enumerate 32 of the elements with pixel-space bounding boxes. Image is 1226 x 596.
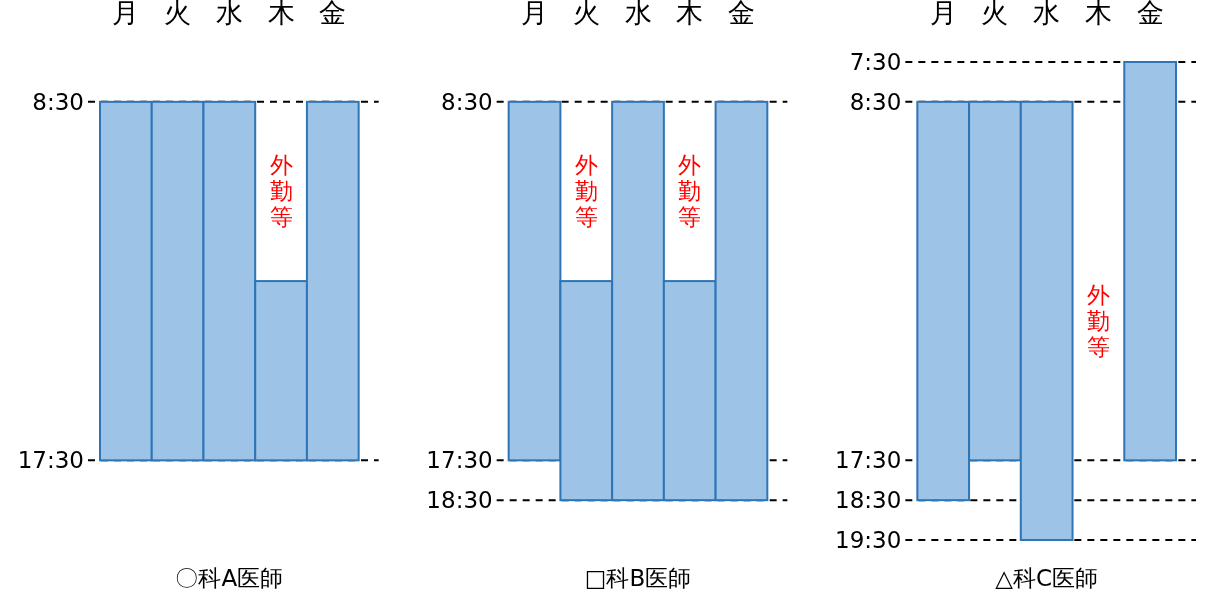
x-axis-title: 〇科A医師 [175, 565, 284, 591]
x-tick-label: 月 [521, 0, 549, 28]
x-tick-label: 火 [981, 0, 1009, 28]
y-tick-label: 8:30 [441, 88, 493, 115]
annotation: 外勤等 [1086, 281, 1110, 360]
x-tick-label: 月 [929, 0, 957, 28]
annotation: 外勤等 [574, 152, 598, 231]
annotation: 外勤等 [269, 152, 293, 231]
y-tick-label: 17:30 [426, 447, 493, 474]
y-tick-label: 8:30 [849, 88, 902, 115]
x-axis-title: □科B医師 [584, 565, 692, 591]
y-tick-label: 18:30 [426, 487, 493, 514]
x-tick-label: 水 [215, 0, 243, 28]
x-tick-label: 木 [267, 0, 295, 28]
x-tick-label: 水 [1033, 0, 1061, 28]
y-tick-label: 8:30 [32, 88, 84, 115]
x-axis-title: △科C医師 [995, 565, 1099, 591]
x-tick-label: 火 [572, 0, 600, 28]
y-tick-label: 17:30 [17, 447, 84, 474]
x-tick-label: 金 [319, 0, 347, 28]
x-tick-label: 水 [624, 0, 652, 28]
y-tick-label: 17:30 [835, 447, 902, 474]
x-tick-label: 金 [1136, 0, 1164, 28]
y-tick-label: 7:30 [849, 49, 902, 75]
annotation: 外勤等 [678, 152, 702, 231]
x-tick-label: 木 [1084, 0, 1112, 28]
x-tick-label: 木 [676, 0, 704, 28]
x-tick-label: 月 [112, 0, 140, 28]
y-tick-label: 19:30 [835, 527, 902, 553]
x-tick-label: 金 [727, 0, 755, 28]
x-tick-label: 火 [164, 0, 192, 28]
y-tick-label: 18:30 [835, 487, 902, 514]
